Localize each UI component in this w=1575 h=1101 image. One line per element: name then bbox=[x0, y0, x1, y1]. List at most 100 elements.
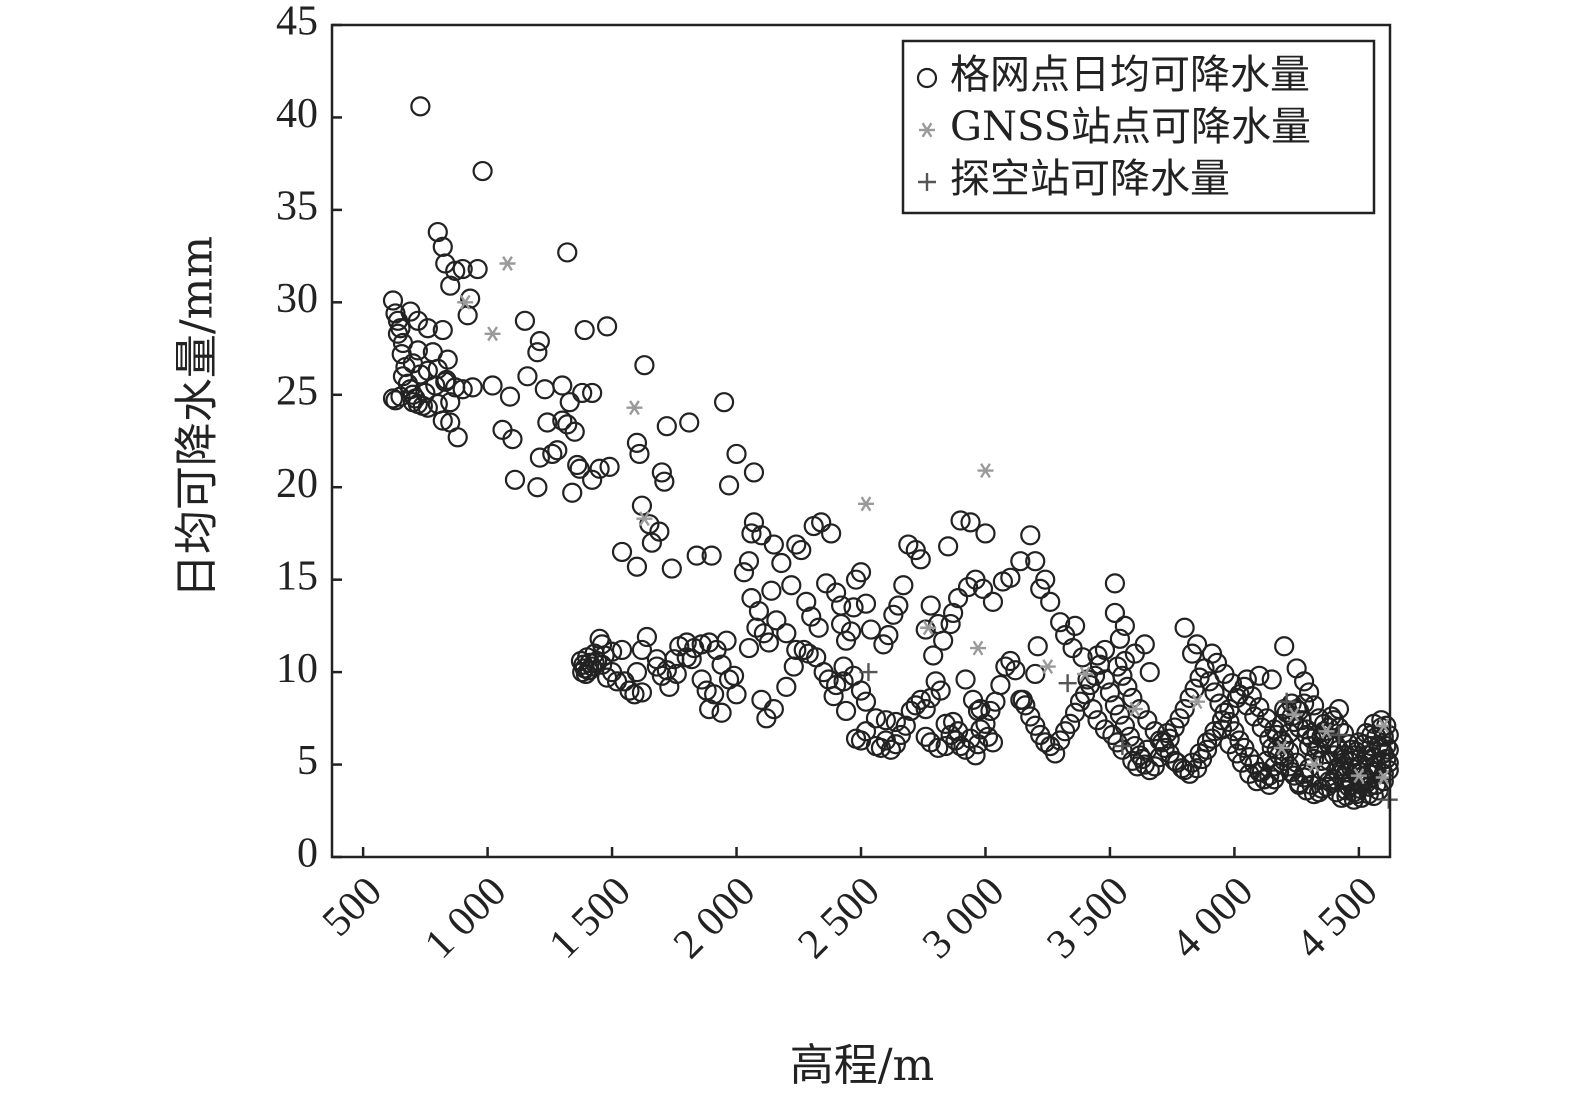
grid-point-marker bbox=[898, 534, 919, 555]
grid-point-marker bbox=[885, 711, 906, 733]
grid-point-marker bbox=[440, 275, 461, 296]
gnss-station-marker bbox=[636, 511, 653, 527]
grid-point-marker bbox=[417, 318, 438, 339]
grid-point-marker bbox=[1005, 660, 1026, 681]
grid-point-marker bbox=[391, 344, 412, 365]
y-tick-label: 15 bbox=[276, 553, 318, 599]
grid-point-marker bbox=[564, 421, 585, 442]
grid-point-marker bbox=[502, 429, 523, 450]
grid-point-marker bbox=[382, 388, 404, 409]
grid-point-marker bbox=[1286, 752, 1307, 773]
grid-point-marker bbox=[1045, 743, 1066, 764]
grid-point-marker bbox=[432, 410, 453, 431]
grid-point-marker bbox=[821, 523, 842, 544]
grid-point-marker bbox=[850, 680, 872, 701]
grid-point-marker bbox=[738, 551, 760, 572]
grid-point-marker bbox=[833, 671, 854, 692]
grid-point-marker bbox=[943, 711, 964, 733]
grid-point-marker bbox=[596, 667, 618, 688]
gnss-station-marker bbox=[457, 294, 474, 310]
grid-point-marker bbox=[1087, 645, 1108, 666]
gnss-station-marker bbox=[499, 256, 516, 271]
gnss-station-marker bbox=[1077, 666, 1094, 682]
grid-point-marker bbox=[741, 523, 762, 544]
grid-point-marker bbox=[1366, 754, 1387, 775]
grid-point-marker bbox=[855, 691, 877, 712]
grid-point-marker bbox=[529, 331, 550, 352]
grid-point-marker bbox=[1204, 682, 1225, 703]
grid-point-marker bbox=[756, 708, 777, 729]
radiosonde-station-marker bbox=[1329, 725, 1348, 744]
grid-point-marker bbox=[1010, 551, 1031, 572]
grid-point-marker bbox=[589, 458, 610, 479]
grid-point-marker bbox=[803, 515, 824, 537]
grid-point-marker bbox=[567, 454, 588, 476]
grid-point-marker bbox=[407, 340, 428, 361]
grid-point-marker bbox=[923, 645, 944, 666]
grid-point-marker bbox=[1214, 663, 1235, 685]
grid-point-marker bbox=[718, 475, 740, 496]
grid-point-marker bbox=[955, 669, 976, 690]
grid-point-marker bbox=[452, 258, 473, 280]
grid-point-marker bbox=[967, 700, 989, 722]
grid-point-marker bbox=[1035, 732, 1056, 753]
grid-point-marker bbox=[855, 721, 877, 742]
grid-point-marker bbox=[982, 732, 1004, 753]
x-tick-label: 4 000 bbox=[1163, 868, 1262, 967]
grid-point-marker bbox=[634, 355, 655, 376]
gnss-station-marker bbox=[1273, 740, 1290, 756]
grid-point-marker bbox=[579, 660, 600, 681]
grid-point-marker bbox=[557, 242, 578, 263]
gnss-station-marker bbox=[920, 620, 937, 636]
grid-point-marker bbox=[766, 610, 787, 631]
grid-point-marker bbox=[542, 443, 563, 465]
gnss-station-marker bbox=[1306, 757, 1323, 773]
grid-point-marker bbox=[1144, 721, 1165, 742]
y-tick-label: 5 bbox=[297, 738, 318, 784]
grid-point-marker bbox=[425, 375, 446, 396]
grid-point-marker bbox=[432, 319, 453, 341]
grid-point-marker bbox=[1256, 708, 1277, 729]
grid-point-marker bbox=[1027, 636, 1048, 657]
grid-point-marker bbox=[830, 613, 852, 635]
grid-point-marker bbox=[771, 552, 792, 574]
grid-point-marker bbox=[835, 700, 857, 722]
grid-point-marker bbox=[741, 588, 762, 609]
y-tick-label: 40 bbox=[276, 91, 318, 137]
grid-point-marker bbox=[1181, 752, 1203, 773]
grid-point-marker bbox=[1261, 669, 1282, 690]
grid-point-marker bbox=[883, 604, 904, 625]
grid-point-marker bbox=[1104, 573, 1126, 594]
grid-point-marker bbox=[1259, 774, 1280, 795]
grid-point-marker bbox=[992, 571, 1013, 592]
grid-point-marker bbox=[733, 562, 755, 583]
grid-point-marker bbox=[651, 462, 672, 483]
grid-point-marker bbox=[845, 569, 867, 590]
grid-point-marker bbox=[865, 708, 887, 729]
grid-point-marker bbox=[1239, 763, 1260, 784]
grid-point-marker bbox=[436, 369, 457, 391]
grid-point-marker bbox=[1174, 760, 1195, 781]
grid-point-marker bbox=[504, 469, 526, 490]
radiosonde-station-marker bbox=[1277, 692, 1296, 711]
grid-point-marker bbox=[562, 482, 583, 503]
grid-point-marker bbox=[873, 634, 894, 655]
grid-point-marker bbox=[711, 702, 732, 723]
y-tick-label: 10 bbox=[276, 646, 318, 692]
grid-point-marker bbox=[776, 623, 797, 644]
gnss-station-marker bbox=[1126, 701, 1143, 717]
grid-point-marker bbox=[880, 739, 901, 760]
grid-point-marker bbox=[440, 392, 461, 413]
grid-point-marker bbox=[1219, 698, 1240, 720]
grid-point-marker bbox=[656, 660, 677, 681]
gnss-station-marker bbox=[1189, 694, 1206, 710]
grid-point-marker bbox=[920, 732, 941, 753]
grid-point-marker bbox=[823, 686, 844, 707]
grid-point-marker bbox=[915, 619, 936, 640]
grid-point-marker bbox=[808, 617, 829, 638]
grid-point-marker bbox=[1323, 769, 1345, 790]
grid-point-marker bbox=[950, 510, 971, 531]
grid-point-marker bbox=[995, 656, 1016, 677]
grid-point-marker bbox=[893, 575, 914, 596]
grid-point-marker bbox=[982, 591, 1004, 612]
